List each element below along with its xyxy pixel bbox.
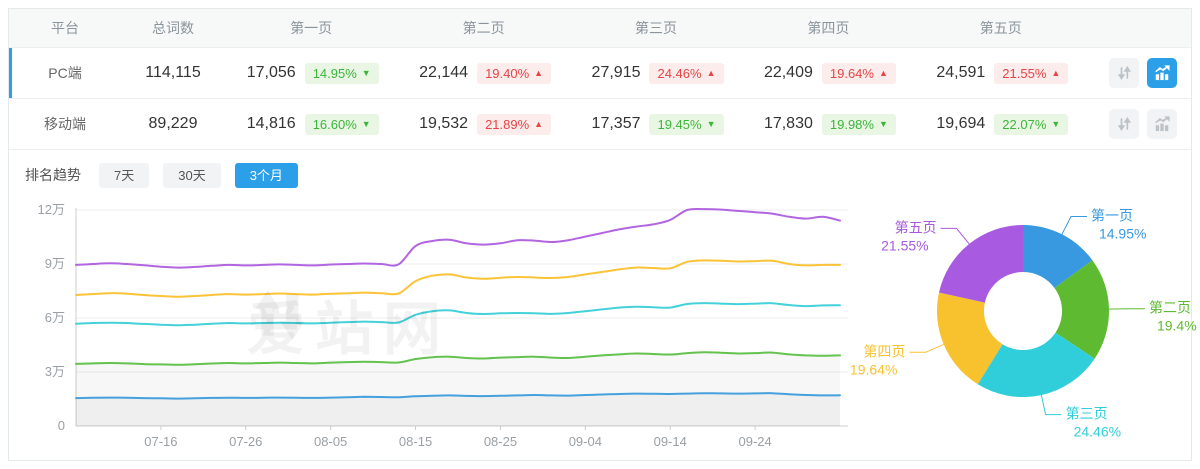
- header-page-3: 第三页: [634, 20, 677, 36]
- page4-count: 22,409: [763, 64, 813, 81]
- header-page-2: 第二页: [462, 20, 505, 36]
- sort-button[interactable]: [1108, 109, 1139, 139]
- change-badge: 19.45% ▼: [649, 113, 724, 135]
- svg-text:08-15: 08-15: [399, 434, 432, 449]
- page-share-donut-chart: 第一页 14.95% 第二页 19.4% 第三页 24.46% 第四页 19.64% 第五页 21…: [850, 196, 1197, 462]
- page1-count: 14,816: [246, 115, 296, 132]
- change-badge: 19.40% ▲: [477, 62, 552, 84]
- bar-trend-icon: [1155, 65, 1170, 81]
- trend-title: 排名趋势: [25, 167, 81, 183]
- trend-triangle-icon: ▲: [534, 67, 544, 78]
- table-row[interactable]: PC端 114,115 17,056 14.95% ▼ 22,144 19.40%…: [9, 48, 1191, 99]
- page3-count: 17,357: [591, 115, 641, 132]
- page2-count: 19,532: [419, 115, 469, 132]
- bar-trend-icon: [1155, 116, 1170, 132]
- total-words-value: 89,229: [148, 115, 198, 132]
- svg-text:0: 0: [58, 418, 65, 433]
- total-words-value: 114,115: [145, 64, 201, 81]
- trend-line-chart: 0 3万 6万 9万 12万 07-16 07-26 08-05 08-15 08-25 09-04…: [9, 196, 851, 462]
- keyword-rank-panel: 平台 总词数 第一页 第二页 第三页 第四页 第五页 PC端 114,115 1…: [8, 8, 1197, 462]
- header-total: 总词数: [152, 20, 194, 36]
- tab-7days[interactable]: 7天: [99, 162, 150, 188]
- change-badge: 24.46% ▲: [649, 62, 724, 84]
- trend-triangle-icon: ▼: [361, 118, 371, 129]
- trend-triangle-icon: ▼: [361, 67, 371, 78]
- change-badge: 19.98% ▼: [821, 113, 896, 135]
- page5-count: 19,694: [936, 115, 986, 132]
- svg-text:3万: 3万: [45, 364, 65, 379]
- tab-30days[interactable]: 30天: [163, 162, 221, 188]
- tab-3months[interactable]: 3个月: [234, 162, 298, 188]
- svg-text:9万: 9万: [45, 256, 65, 271]
- svg-text:12万: 12万: [38, 202, 65, 217]
- header-page-1: 第一页: [290, 20, 333, 36]
- trend-toolbar: 排名趋势 7天 30天 3个月: [9, 150, 1191, 196]
- header-page-4: 第四页: [807, 20, 850, 36]
- sort-arrows-icon: [1117, 65, 1131, 81]
- page1-count: 17,056: [246, 64, 296, 81]
- page3-count: 27,915: [591, 64, 641, 81]
- svg-text:08-25: 08-25: [484, 434, 517, 449]
- header-platform: 平台: [51, 20, 79, 36]
- platform-label: 移动端: [44, 116, 86, 132]
- page5-count: 24,591: [936, 64, 986, 81]
- sort-button[interactable]: [1108, 58, 1139, 88]
- trend-triangle-icon: ▲: [1051, 67, 1061, 78]
- trend-chart-button[interactable]: [1146, 109, 1177, 139]
- page2-count: 22,144: [419, 64, 469, 81]
- trend-triangle-icon: ▼: [1051, 118, 1061, 129]
- svg-text:07-26: 07-26: [229, 434, 262, 449]
- change-badge: 21.55% ▲: [994, 62, 1069, 84]
- trend-triangle-icon: ▼: [706, 118, 716, 129]
- svg-text:08-05: 08-05: [314, 434, 347, 449]
- header-page-5: 第五页: [979, 20, 1022, 36]
- change-badge: 19.64% ▲: [821, 62, 896, 84]
- sort-arrows-icon: [1117, 116, 1131, 132]
- platform-label: PC端: [48, 65, 82, 81]
- svg-text:09-14: 09-14: [654, 434, 687, 449]
- table-header: 平台 总词数 第一页 第二页 第三页 第四页 第五页: [9, 9, 1191, 48]
- trend-triangle-icon: ▲: [706, 67, 716, 78]
- svg-text:09-04: 09-04: [569, 434, 602, 449]
- change-badge: 22.07% ▼: [994, 113, 1069, 135]
- table-row[interactable]: 移动端 89,229 14,816 16.60% ▼ 19,532 21.89% ▲…: [9, 99, 1191, 150]
- trend-triangle-icon: ▼: [878, 118, 888, 129]
- trend-triangle-icon: ▲: [878, 67, 888, 78]
- change-badge: 14.95% ▼: [304, 62, 379, 84]
- page4-count: 17,830: [763, 115, 813, 132]
- svg-text:07-16: 07-16: [144, 434, 177, 449]
- trend-chart-button[interactable]: [1146, 58, 1177, 88]
- svg-text:09-24: 09-24: [738, 434, 771, 449]
- change-badge: 21.89% ▲: [477, 113, 552, 135]
- svg-text:6万: 6万: [45, 310, 65, 325]
- change-badge: 16.60% ▼: [304, 113, 379, 135]
- trend-triangle-icon: ▲: [534, 118, 544, 129]
